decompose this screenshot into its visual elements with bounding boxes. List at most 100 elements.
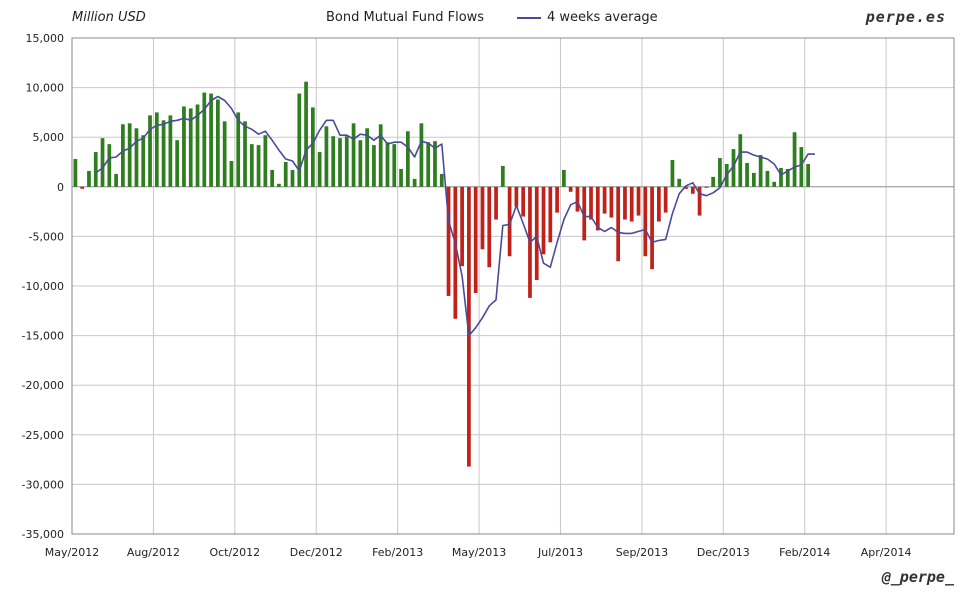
flow-bar bbox=[799, 147, 804, 187]
y-tick-label: -30,000 bbox=[22, 478, 64, 491]
flow-bar bbox=[439, 173, 444, 187]
x-tick-label: Apr/2014 bbox=[861, 546, 912, 559]
flow-bar bbox=[731, 149, 736, 187]
x-tick-label: Jul/2013 bbox=[537, 546, 583, 559]
flow-bar bbox=[751, 172, 756, 187]
flow-bar bbox=[243, 121, 247, 187]
flow-bar bbox=[636, 186, 641, 216]
flow-bar bbox=[677, 178, 682, 187]
flow-bar bbox=[589, 186, 593, 220]
flow-bar bbox=[521, 186, 526, 217]
flow-bar bbox=[338, 138, 342, 187]
flow-bar bbox=[453, 186, 458, 319]
flow-bar bbox=[684, 186, 688, 189]
flow-bar bbox=[107, 144, 112, 187]
legend-line-label: 4 weeks average bbox=[547, 10, 658, 25]
flow-bar bbox=[548, 186, 553, 243]
flow-bar bbox=[93, 152, 98, 187]
plot-frame bbox=[71, 37, 955, 535]
flow-bar bbox=[209, 93, 213, 187]
flow-bar bbox=[643, 186, 648, 257]
flow-bar bbox=[582, 186, 587, 241]
flow-bar bbox=[575, 186, 580, 212]
flow-bar bbox=[121, 124, 125, 187]
flow-bar bbox=[127, 123, 132, 187]
flow-bar bbox=[182, 106, 186, 187]
flow-bar bbox=[765, 170, 770, 187]
flow-bar bbox=[507, 186, 512, 257]
average-line-series bbox=[95, 95, 815, 337]
flow-bar bbox=[650, 186, 654, 270]
flow-bar bbox=[358, 140, 363, 187]
flow-bar bbox=[216, 99, 220, 187]
average-line bbox=[95, 95, 815, 337]
legend-line-swatch bbox=[517, 16, 541, 19]
flow-bar bbox=[494, 186, 498, 220]
flow-bar bbox=[616, 186, 621, 262]
flow-bar bbox=[249, 144, 254, 187]
legend: 4 weeks average bbox=[517, 10, 658, 25]
flow-bar bbox=[80, 186, 85, 189]
flow-bar bbox=[344, 136, 349, 187]
y-tick-label: -35,000 bbox=[22, 528, 64, 541]
y-tick-label: -20,000 bbox=[22, 379, 64, 392]
flow-bar bbox=[365, 128, 369, 187]
flow-bar bbox=[412, 178, 417, 187]
flow-bar bbox=[446, 186, 451, 296]
flow-bar bbox=[433, 141, 437, 187]
flow-bar bbox=[100, 138, 105, 187]
flow-bar bbox=[399, 168, 403, 187]
flow-bar bbox=[277, 183, 281, 187]
flow-bar bbox=[602, 186, 607, 214]
flow-bar bbox=[290, 169, 295, 187]
flow-bar bbox=[188, 108, 193, 187]
flow-bar bbox=[229, 161, 234, 187]
flow-bar bbox=[657, 186, 661, 222]
flow-bar bbox=[202, 92, 207, 187]
flow-bar bbox=[310, 107, 315, 187]
flow-bar bbox=[175, 140, 180, 187]
flow-bar bbox=[718, 158, 722, 187]
flow-bar bbox=[222, 121, 227, 187]
flow-bar bbox=[772, 181, 777, 187]
flow-bar bbox=[324, 126, 329, 187]
chart-title: Bond Mutual Fund Flows bbox=[326, 10, 485, 25]
x-tick-label: Sep/2013 bbox=[616, 546, 668, 559]
flow-bar bbox=[331, 136, 336, 187]
x-tick-label: Feb/2013 bbox=[372, 546, 423, 559]
flow-bar bbox=[467, 186, 471, 467]
flow-bar bbox=[392, 144, 397, 187]
flow-bar bbox=[562, 169, 566, 187]
y-tick-label: 15,000 bbox=[26, 32, 65, 45]
y-axis: 15,000 10,000 5,000 0 -5,000 -10,000 -15,000 -2… bbox=[22, 32, 64, 541]
flow-bar bbox=[134, 128, 139, 187]
y-tick-label: 0 bbox=[57, 181, 64, 194]
flow-bar bbox=[256, 145, 261, 187]
flow-bar bbox=[317, 152, 322, 187]
flow-bar bbox=[806, 163, 810, 187]
x-tick-label: Dec/2013 bbox=[697, 546, 750, 559]
flow-bar bbox=[738, 134, 743, 187]
x-tick-label: Aug/2012 bbox=[127, 546, 180, 559]
flow-bar bbox=[297, 93, 302, 187]
flow-bar bbox=[419, 123, 424, 187]
x-axis: May/2012 Aug/2012 Oct/2012 Dec/2012 Feb/2013… bbox=[45, 546, 912, 559]
flow-bar bbox=[378, 124, 383, 187]
twitter-handle: @_perpe_ bbox=[881, 568, 954, 586]
flow-bar bbox=[372, 145, 376, 187]
flow-bar bbox=[758, 155, 763, 187]
flow-bar bbox=[385, 142, 390, 187]
flow-bar bbox=[541, 186, 546, 255]
x-tick-label: May/2012 bbox=[45, 546, 99, 559]
flow-bar bbox=[514, 186, 519, 207]
flow-bar bbox=[168, 115, 173, 187]
flow-bar bbox=[405, 131, 410, 187]
flow-bar bbox=[623, 186, 627, 220]
flow-bar bbox=[779, 167, 783, 187]
flow-bar bbox=[534, 186, 539, 281]
brand-watermark: perpe.es bbox=[865, 8, 946, 26]
y-tick-label: -15,000 bbox=[22, 330, 64, 343]
flow-bar bbox=[690, 186, 695, 194]
flow-bar bbox=[304, 81, 308, 187]
